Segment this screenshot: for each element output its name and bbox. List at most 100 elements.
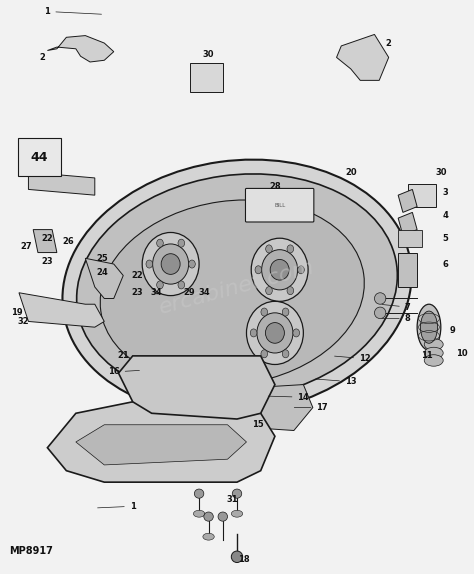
Text: 21: 21 <box>118 351 129 360</box>
Ellipse shape <box>231 510 243 517</box>
Ellipse shape <box>424 339 443 350</box>
Ellipse shape <box>265 245 272 253</box>
Ellipse shape <box>218 512 228 521</box>
Polygon shape <box>47 36 114 62</box>
Bar <box>190 63 223 92</box>
Text: 9: 9 <box>450 325 456 335</box>
Ellipse shape <box>270 259 289 280</box>
Ellipse shape <box>420 311 438 343</box>
Ellipse shape <box>194 489 204 498</box>
Ellipse shape <box>156 281 163 289</box>
Polygon shape <box>28 172 95 195</box>
Text: 15: 15 <box>253 420 264 429</box>
Ellipse shape <box>100 200 365 386</box>
Ellipse shape <box>261 308 267 316</box>
Ellipse shape <box>153 244 189 284</box>
Ellipse shape <box>261 350 267 358</box>
Ellipse shape <box>293 329 300 337</box>
FancyBboxPatch shape <box>246 188 314 222</box>
Ellipse shape <box>298 266 304 274</box>
Ellipse shape <box>232 489 242 498</box>
Text: 24: 24 <box>96 268 108 277</box>
Ellipse shape <box>374 307 386 319</box>
Ellipse shape <box>257 313 293 353</box>
Text: 17: 17 <box>294 403 328 412</box>
Polygon shape <box>118 356 275 419</box>
Ellipse shape <box>417 304 441 350</box>
Text: 23: 23 <box>132 288 143 297</box>
Text: 34: 34 <box>198 288 210 297</box>
Text: 13: 13 <box>316 377 356 386</box>
Ellipse shape <box>178 239 184 247</box>
Text: 22: 22 <box>42 234 53 243</box>
Text: 25: 25 <box>96 254 108 263</box>
Ellipse shape <box>161 254 180 274</box>
Ellipse shape <box>374 293 386 304</box>
Ellipse shape <box>193 510 205 517</box>
Ellipse shape <box>262 250 298 290</box>
Text: 1: 1 <box>45 7 101 16</box>
Text: BILL: BILL <box>274 203 285 208</box>
Text: 32: 32 <box>18 317 29 326</box>
Polygon shape <box>76 425 246 465</box>
Ellipse shape <box>424 347 443 359</box>
Text: MP8917: MP8917 <box>9 546 54 556</box>
Text: 27: 27 <box>20 242 32 251</box>
Ellipse shape <box>282 308 289 316</box>
Text: 14: 14 <box>268 393 309 402</box>
Ellipse shape <box>265 323 284 343</box>
Text: 20: 20 <box>345 168 356 177</box>
Text: 6: 6 <box>443 259 448 269</box>
Text: 3: 3 <box>443 188 448 197</box>
Text: 2: 2 <box>40 53 46 62</box>
Text: ercabinet.com: ercabinet.com <box>157 257 317 317</box>
Polygon shape <box>337 34 389 80</box>
Text: 11: 11 <box>421 351 432 360</box>
Text: 23: 23 <box>42 257 53 266</box>
Text: 31: 31 <box>227 495 238 504</box>
Text: 34: 34 <box>151 288 162 297</box>
Text: 22: 22 <box>132 271 143 280</box>
Bar <box>398 230 422 247</box>
Text: 5: 5 <box>443 234 448 243</box>
Ellipse shape <box>189 260 195 268</box>
Ellipse shape <box>287 245 293 253</box>
Ellipse shape <box>146 260 153 268</box>
Bar <box>408 184 436 207</box>
Text: 29: 29 <box>184 288 195 297</box>
Ellipse shape <box>287 286 293 294</box>
Polygon shape <box>398 189 417 212</box>
Text: 26: 26 <box>63 236 74 246</box>
Text: 16: 16 <box>108 367 139 377</box>
Text: 4: 4 <box>443 211 448 220</box>
Ellipse shape <box>156 239 163 247</box>
Ellipse shape <box>282 350 289 358</box>
Polygon shape <box>47 402 275 482</box>
Text: 18: 18 <box>238 555 250 564</box>
Bar <box>398 253 417 287</box>
Text: 7: 7 <box>382 302 410 312</box>
Text: 30: 30 <box>435 168 447 177</box>
Ellipse shape <box>231 551 243 563</box>
Ellipse shape <box>178 281 184 289</box>
Ellipse shape <box>63 160 411 414</box>
Text: 28: 28 <box>269 182 281 191</box>
Ellipse shape <box>204 512 213 521</box>
Ellipse shape <box>255 266 262 274</box>
Polygon shape <box>85 258 123 298</box>
Polygon shape <box>199 385 313 430</box>
Ellipse shape <box>251 238 308 301</box>
Text: 33: 33 <box>30 165 41 174</box>
Ellipse shape <box>265 286 272 294</box>
Ellipse shape <box>142 232 199 296</box>
Text: 30: 30 <box>203 50 214 59</box>
Text: 1: 1 <box>98 502 136 511</box>
Ellipse shape <box>250 329 257 337</box>
Polygon shape <box>398 212 417 235</box>
Ellipse shape <box>246 301 303 364</box>
Ellipse shape <box>424 355 443 366</box>
Text: 19: 19 <box>11 308 22 317</box>
Polygon shape <box>19 293 104 327</box>
Text: 12: 12 <box>335 354 371 363</box>
Text: 8: 8 <box>382 314 410 323</box>
